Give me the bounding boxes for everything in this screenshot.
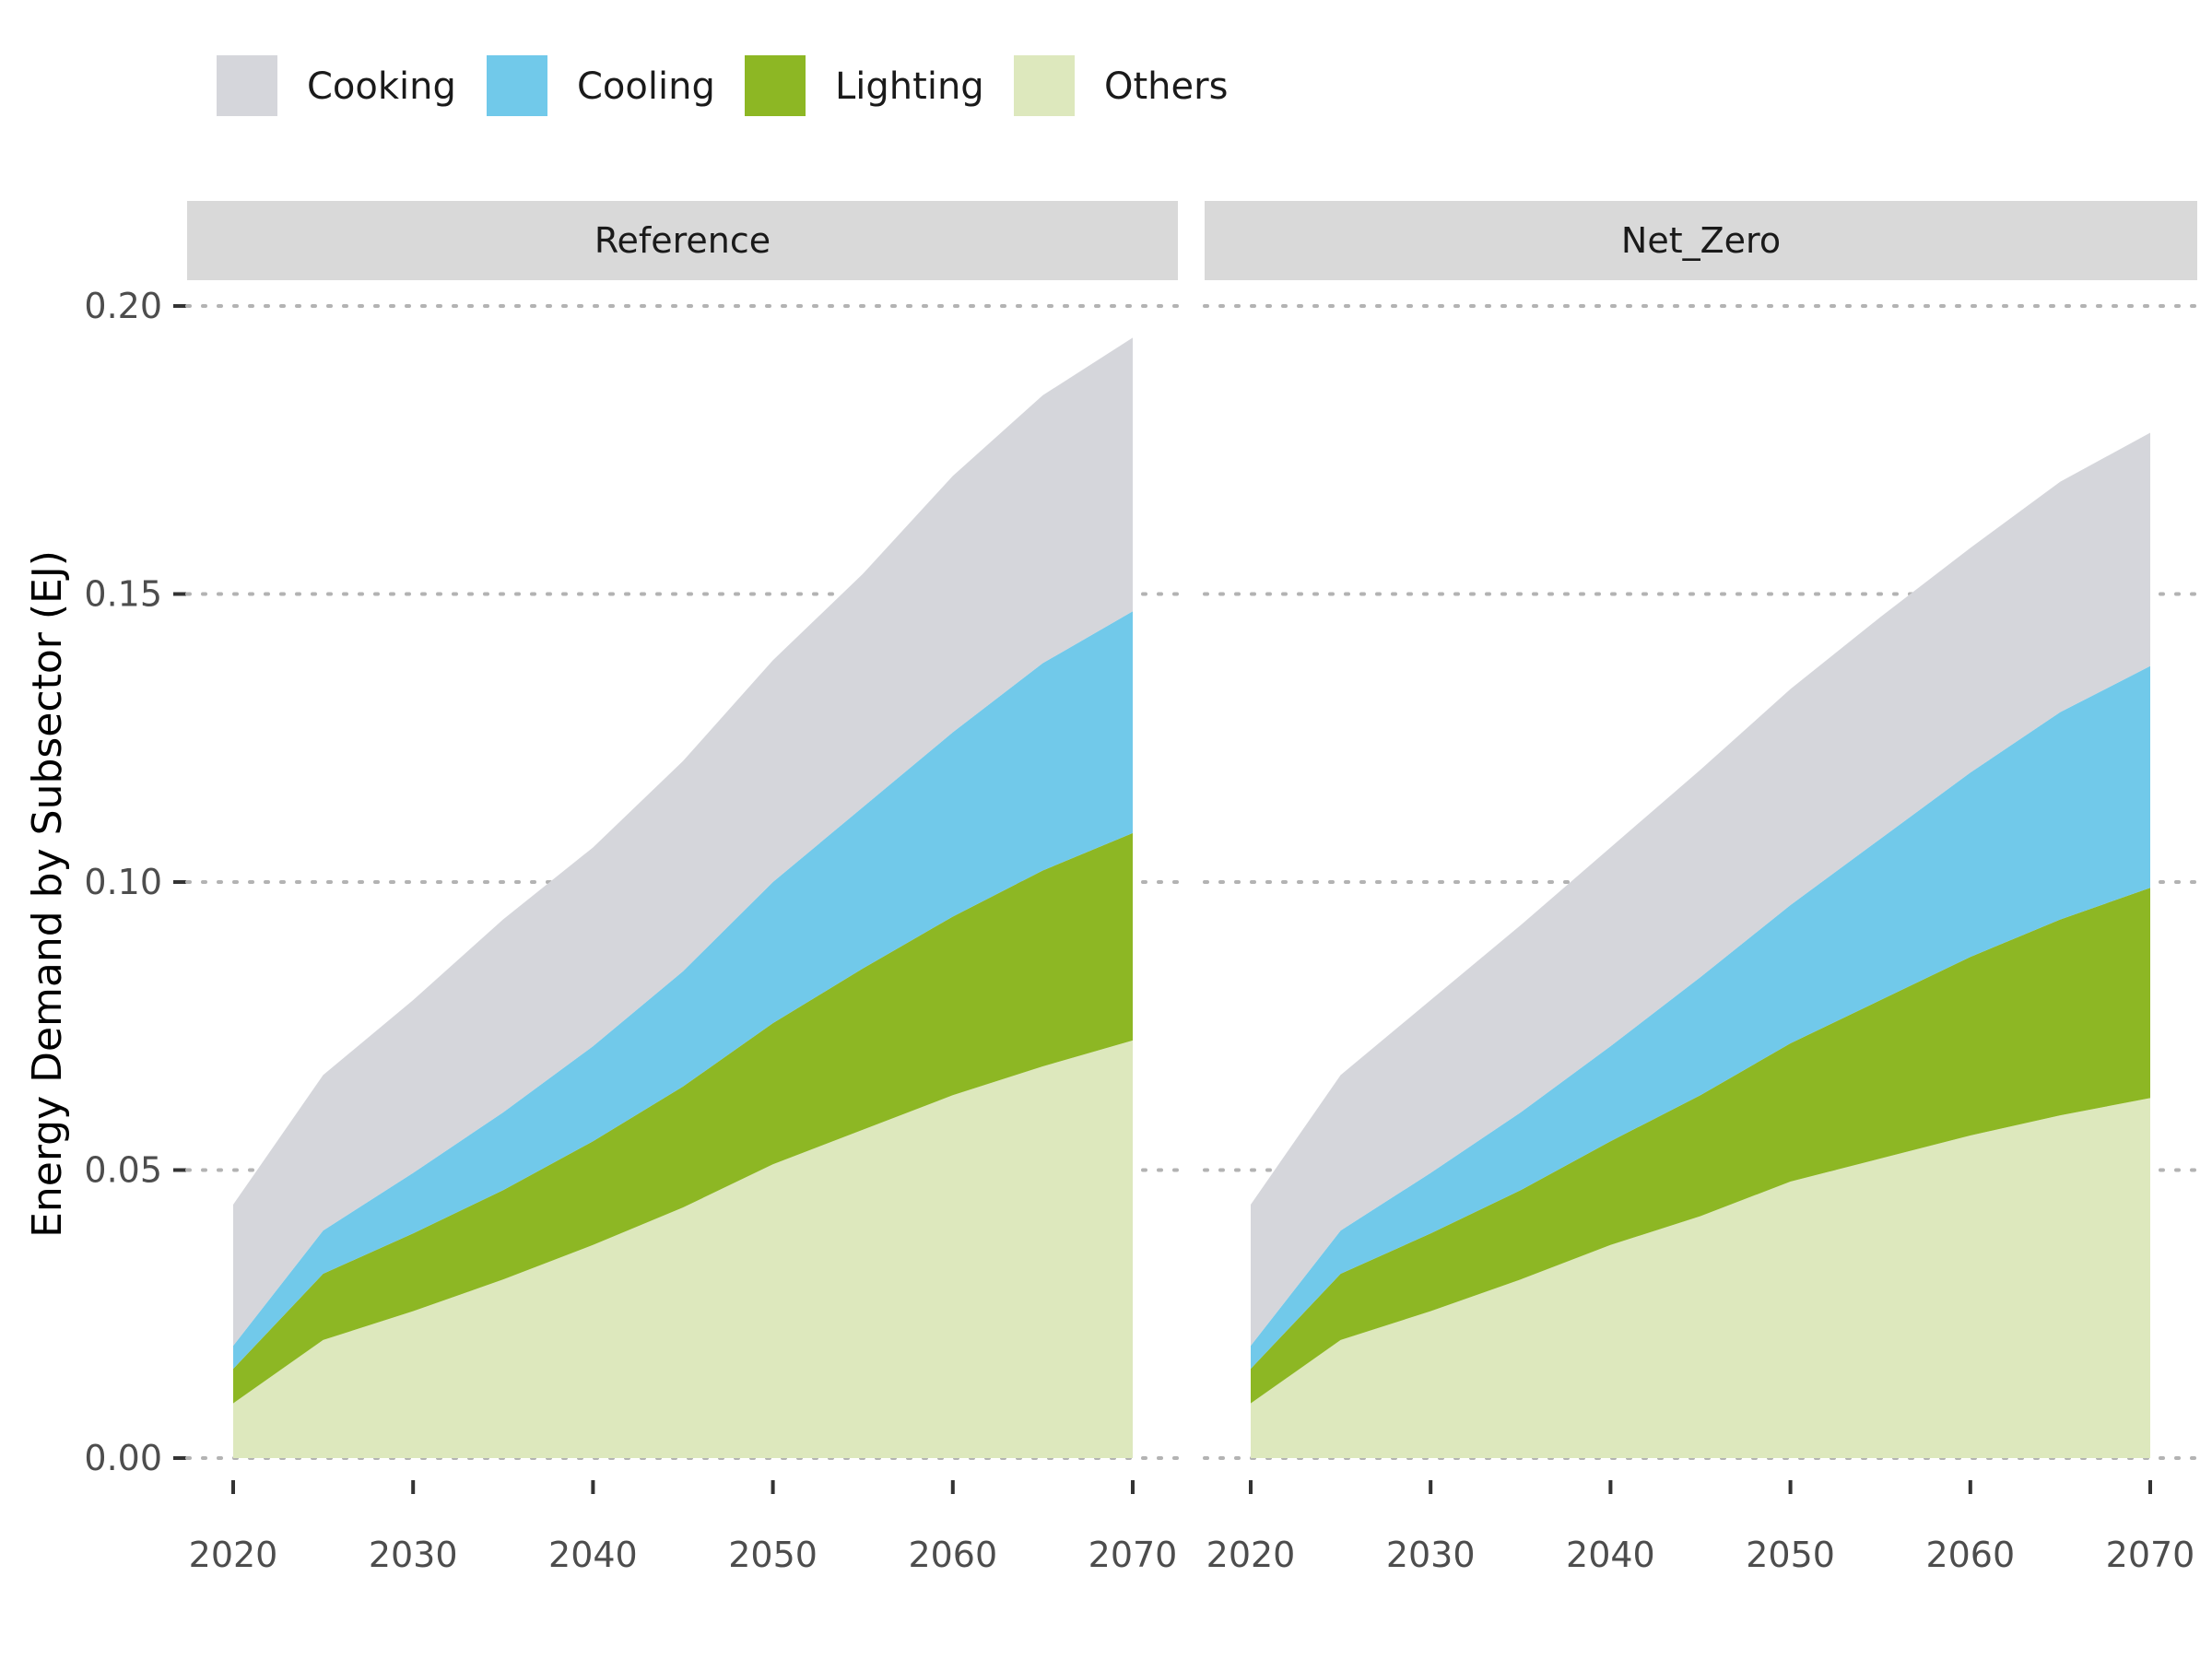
legend: Cooking Cooling Lighting Others [217, 55, 1228, 116]
panel-reference: Reference 2020 2030 2040 2050 2060 2070 [185, 201, 1180, 1575]
x-tick-label: 2020 [189, 1535, 278, 1575]
x-tick-label: 2060 [1925, 1535, 2015, 1575]
area-cooling [1251, 665, 2150, 1370]
area-lighting [1251, 888, 2150, 1404]
legend-swatch-cooling [487, 55, 547, 116]
legend-label-others: Others [1104, 65, 1228, 108]
x-tick-label: 2050 [1746, 1535, 1835, 1575]
legend-swatch-cooking [217, 55, 277, 116]
x-tick-label: 2050 [728, 1535, 818, 1575]
y-tick-label: 0.05 [84, 1150, 162, 1191]
facet-strip [187, 201, 1178, 280]
y-tick-label: 0.10 [84, 862, 162, 902]
area-cooling [233, 611, 1133, 1370]
legend-item-lighting: Lighting [745, 55, 984, 116]
legend-swatch-lighting [745, 55, 806, 116]
y-tick-label: 0.20 [84, 286, 162, 326]
facet-strip-label: Net_Zero [1621, 220, 1781, 261]
y-tick-label: 0.15 [84, 574, 162, 615]
x-tick-label: 2030 [1386, 1535, 1476, 1575]
facet-strip [1205, 201, 2197, 280]
facet-strip-label: Reference [594, 220, 771, 261]
x-tick-label: 2040 [1566, 1535, 1655, 1575]
x-tick-label: 2040 [548, 1535, 638, 1575]
area-lighting [233, 832, 1133, 1404]
x-tick-label: 2070 [2106, 1535, 2195, 1575]
x-tick-label: 2060 [908, 1535, 997, 1575]
y-axis-title: Energy Demand by Subsector (EJ) [24, 550, 71, 1238]
legend-label-cooking: Cooking [307, 65, 456, 108]
legend-item-others: Others [1014, 55, 1228, 116]
area-cooking [233, 337, 1133, 1347]
area-others [1251, 1098, 2150, 1458]
area-cooking [1251, 432, 2150, 1347]
legend-item-cooling: Cooling [487, 55, 715, 116]
legend-swatch-others [1014, 55, 1075, 116]
legend-item-cooking: Cooking [217, 55, 456, 116]
legend-label-cooling: Cooling [577, 65, 715, 108]
x-tick-label: 2020 [1206, 1535, 1296, 1575]
area-others [233, 1040, 1133, 1458]
panel-net-zero: Net_Zero 2020 2030 2040 2050 2060 2070 [1203, 201, 2199, 1575]
legend-label-lighting: Lighting [835, 65, 984, 108]
y-axis: 0.00 0.05 0.10 0.15 0.20 [84, 286, 186, 1478]
y-tick-label: 0.00 [84, 1438, 162, 1478]
x-tick-label: 2070 [1088, 1535, 1178, 1575]
x-tick-label: 2030 [369, 1535, 458, 1575]
